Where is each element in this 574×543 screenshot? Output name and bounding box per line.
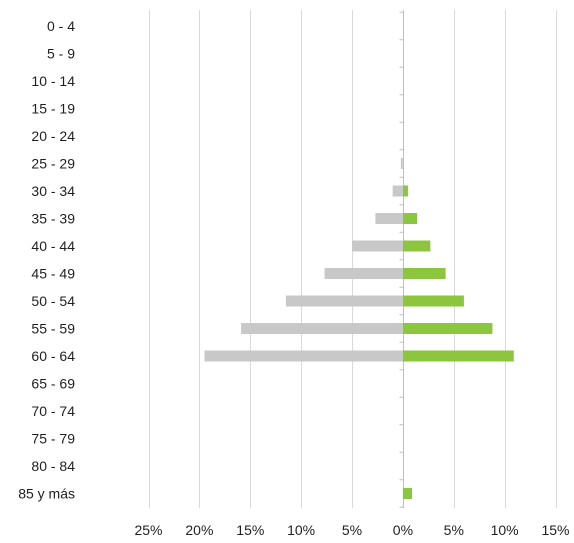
category-label: 55 - 59 [31, 321, 75, 337]
category-label: 75 - 79 [31, 431, 75, 447]
x-tick-label: 10% [491, 522, 519, 538]
category-label: 0 - 4 [47, 18, 75, 34]
x-tick-label: 20% [185, 522, 213, 538]
bar-right-6 [402, 185, 408, 197]
x-tick-labels: 25% 20% 15% 10% 5% 0% 5% 10% 15% [134, 522, 569, 538]
category-label: 20 - 24 [31, 128, 75, 144]
bar-right-10 [402, 295, 464, 307]
category-label: 10 - 14 [31, 73, 75, 89]
bar-right-9 [402, 268, 446, 279]
bar-left-12 [204, 350, 403, 362]
category-label: 25 - 29 [31, 156, 75, 172]
bar-left-7 [375, 213, 403, 224]
category-label: 85 y más [18, 486, 75, 502]
bar-left-10 [285, 295, 403, 307]
category-label: 65 - 69 [31, 376, 75, 392]
category-label: 80 - 84 [31, 458, 75, 474]
x-tick-label: 10% [287, 522, 315, 538]
x-tick-label: 15% [236, 522, 264, 538]
bar-right-17 [402, 488, 413, 499]
x-tick-label: 5% [444, 522, 464, 538]
bar-right-11 [402, 323, 493, 334]
bars [204, 158, 514, 499]
category-label: 50 - 54 [31, 293, 75, 309]
x-tick-label: 15% [541, 522, 569, 538]
category-label: 30 - 34 [31, 183, 75, 199]
bar-right-8 [402, 240, 431, 252]
x-tick-label: 25% [134, 522, 162, 538]
bar-left-9 [324, 268, 403, 279]
category-label: 35 - 39 [31, 211, 75, 227]
center-axis [399, 10, 404, 508]
category-label: 40 - 44 [31, 238, 75, 254]
bar-left-11 [241, 323, 403, 334]
bar-left-5 [400, 158, 403, 169]
grid-lines [149, 10, 557, 508]
x-tick-label: 0% [393, 522, 413, 538]
bar-right-12 [402, 350, 514, 362]
category-label: 5 - 9 [47, 46, 75, 62]
category-label: 70 - 74 [31, 403, 75, 419]
x-tick-label: 5% [342, 522, 362, 538]
category-label: 60 - 64 [31, 348, 75, 364]
category-label: 45 - 49 [31, 266, 75, 282]
category-labels: 0 - 4 5 - 9 10 - 14 15 - 19 20 - 24 25 - 29 30… [18, 18, 75, 502]
bar-left-6 [392, 185, 403, 197]
category-label: 15 - 19 [31, 101, 75, 117]
bar-left-8 [352, 240, 403, 252]
bar-right-7 [402, 213, 418, 224]
